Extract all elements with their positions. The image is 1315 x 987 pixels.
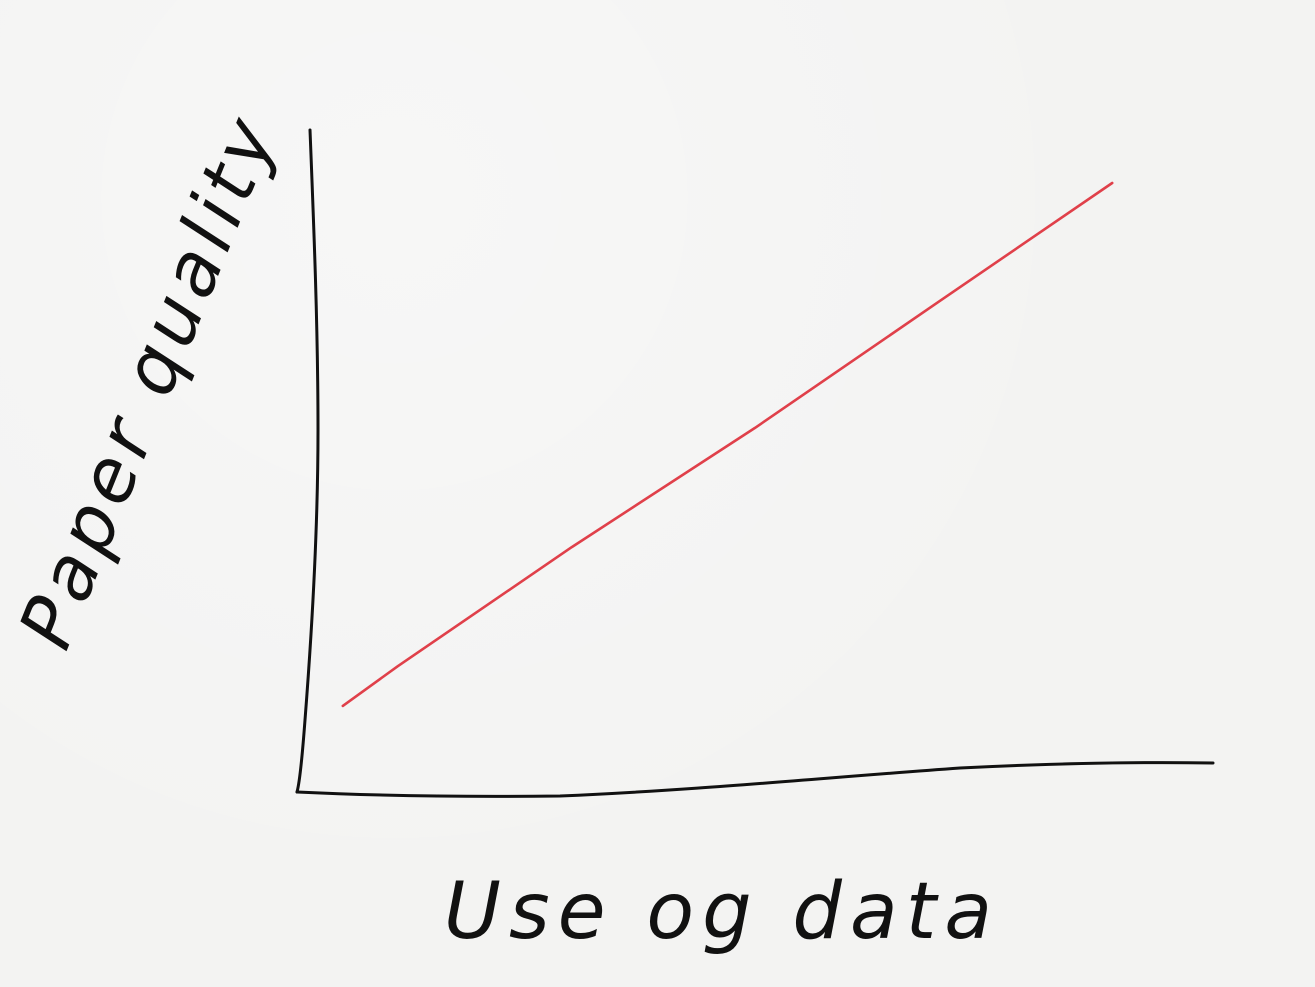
y-axis-label: Paper quality	[3, 101, 295, 659]
series-layer	[341, 181, 1114, 708]
series-line-1	[341, 181, 1114, 708]
x-axis-label: Use og data	[444, 867, 1000, 957]
x-axis-line	[295, 761, 1215, 798]
y-axis-line	[295, 128, 320, 794]
